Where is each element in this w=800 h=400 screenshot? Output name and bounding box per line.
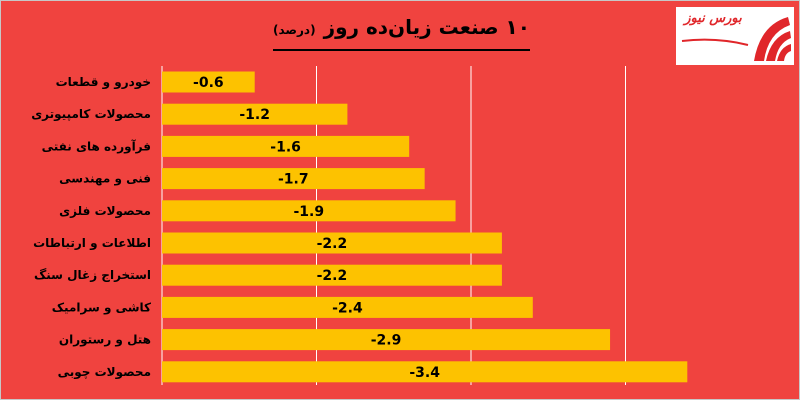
bar-value-label: -2.2	[317, 268, 348, 284]
bar	[162, 264, 502, 286]
chart-title: ۱۰ صنعت زیان‌ده روز (درصد)	[273, 15, 530, 51]
logo-text: بورس نیوز	[684, 11, 742, 26]
category-label: استخراج زغال سنگ	[34, 268, 151, 282]
category-label: محصولات فلزی	[59, 204, 151, 219]
bar-value-label: -1.9	[293, 204, 324, 220]
category-label: محصولات کامپیوتری	[31, 107, 151, 122]
bar	[162, 296, 533, 318]
category-label: فرآورده های نفتی	[42, 138, 151, 154]
bar	[162, 200, 456, 222]
bar-value-label: -0.6	[193, 75, 224, 91]
bar-value-label: -3.4	[409, 365, 440, 381]
category-label: محصولات چوبی	[58, 365, 151, 380]
category-label: کاشی و سرامیک	[52, 300, 151, 315]
category-label: اطلاعات و ارتباطات	[33, 236, 151, 251]
category-label: خودرو و قطعات	[56, 75, 151, 90]
bar-value-label: -1.6	[270, 139, 301, 155]
bar-value-label: -1.7	[278, 172, 309, 188]
chart-title-unit: (درصد)	[273, 23, 316, 37]
category-label: فنی و مهندسی	[59, 172, 151, 187]
bar-value-label: -2.2	[317, 236, 348, 252]
bar	[162, 361, 688, 383]
bourse-news-logo: بورس نیوز	[676, 7, 794, 65]
bar-value-label: -2.4	[332, 300, 363, 316]
bar	[162, 329, 611, 351]
logo-swoosh-icon	[681, 17, 791, 61]
bar	[162, 135, 410, 157]
bar	[162, 232, 502, 254]
bar	[162, 168, 425, 190]
bar	[162, 71, 255, 93]
category-label: هتل و رستوران	[59, 333, 151, 348]
bar	[162, 103, 348, 125]
chart-title-text: ۱۰ صنعت زیان‌ده روز	[323, 15, 530, 39]
bar-value-label: -2.9	[371, 333, 402, 349]
bar-value-label: -1.2	[239, 107, 270, 123]
